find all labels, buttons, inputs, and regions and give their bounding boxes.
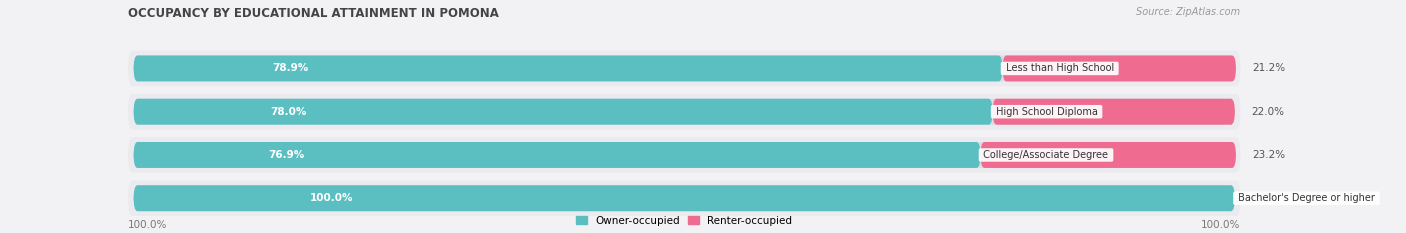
Text: 76.9%: 76.9% [269,150,304,160]
Text: Less than High School: Less than High School [1002,63,1116,73]
Legend: Owner-occupied, Renter-occupied: Owner-occupied, Renter-occupied [572,212,796,230]
FancyBboxPatch shape [980,142,1236,168]
Text: 21.2%: 21.2% [1253,63,1285,73]
FancyBboxPatch shape [128,51,1240,86]
Text: 0.0%: 0.0% [1251,193,1278,203]
Text: 78.0%: 78.0% [270,107,307,117]
FancyBboxPatch shape [134,142,1234,168]
Text: Source: ZipAtlas.com: Source: ZipAtlas.com [1136,7,1240,17]
FancyBboxPatch shape [134,55,1234,81]
Text: 100.0%: 100.0% [1201,220,1240,230]
Text: 22.0%: 22.0% [1251,107,1285,117]
Text: College/Associate Degree: College/Associate Degree [980,150,1112,160]
FancyBboxPatch shape [134,185,1234,211]
Text: 23.2%: 23.2% [1253,150,1285,160]
FancyBboxPatch shape [134,185,1234,211]
FancyBboxPatch shape [1002,55,1236,81]
FancyBboxPatch shape [128,181,1240,216]
Text: High School Diploma: High School Diploma [993,107,1101,117]
FancyBboxPatch shape [128,94,1240,130]
Text: 100.0%: 100.0% [311,193,353,203]
FancyBboxPatch shape [128,137,1240,173]
Text: 78.9%: 78.9% [271,63,308,73]
FancyBboxPatch shape [134,55,1002,81]
Text: Bachelor's Degree or higher: Bachelor's Degree or higher [1234,193,1378,203]
FancyBboxPatch shape [134,142,980,168]
Text: 100.0%: 100.0% [128,220,167,230]
Text: OCCUPANCY BY EDUCATIONAL ATTAINMENT IN POMONA: OCCUPANCY BY EDUCATIONAL ATTAINMENT IN P… [128,7,499,20]
FancyBboxPatch shape [993,99,1234,125]
FancyBboxPatch shape [134,99,1234,125]
FancyBboxPatch shape [134,99,993,125]
